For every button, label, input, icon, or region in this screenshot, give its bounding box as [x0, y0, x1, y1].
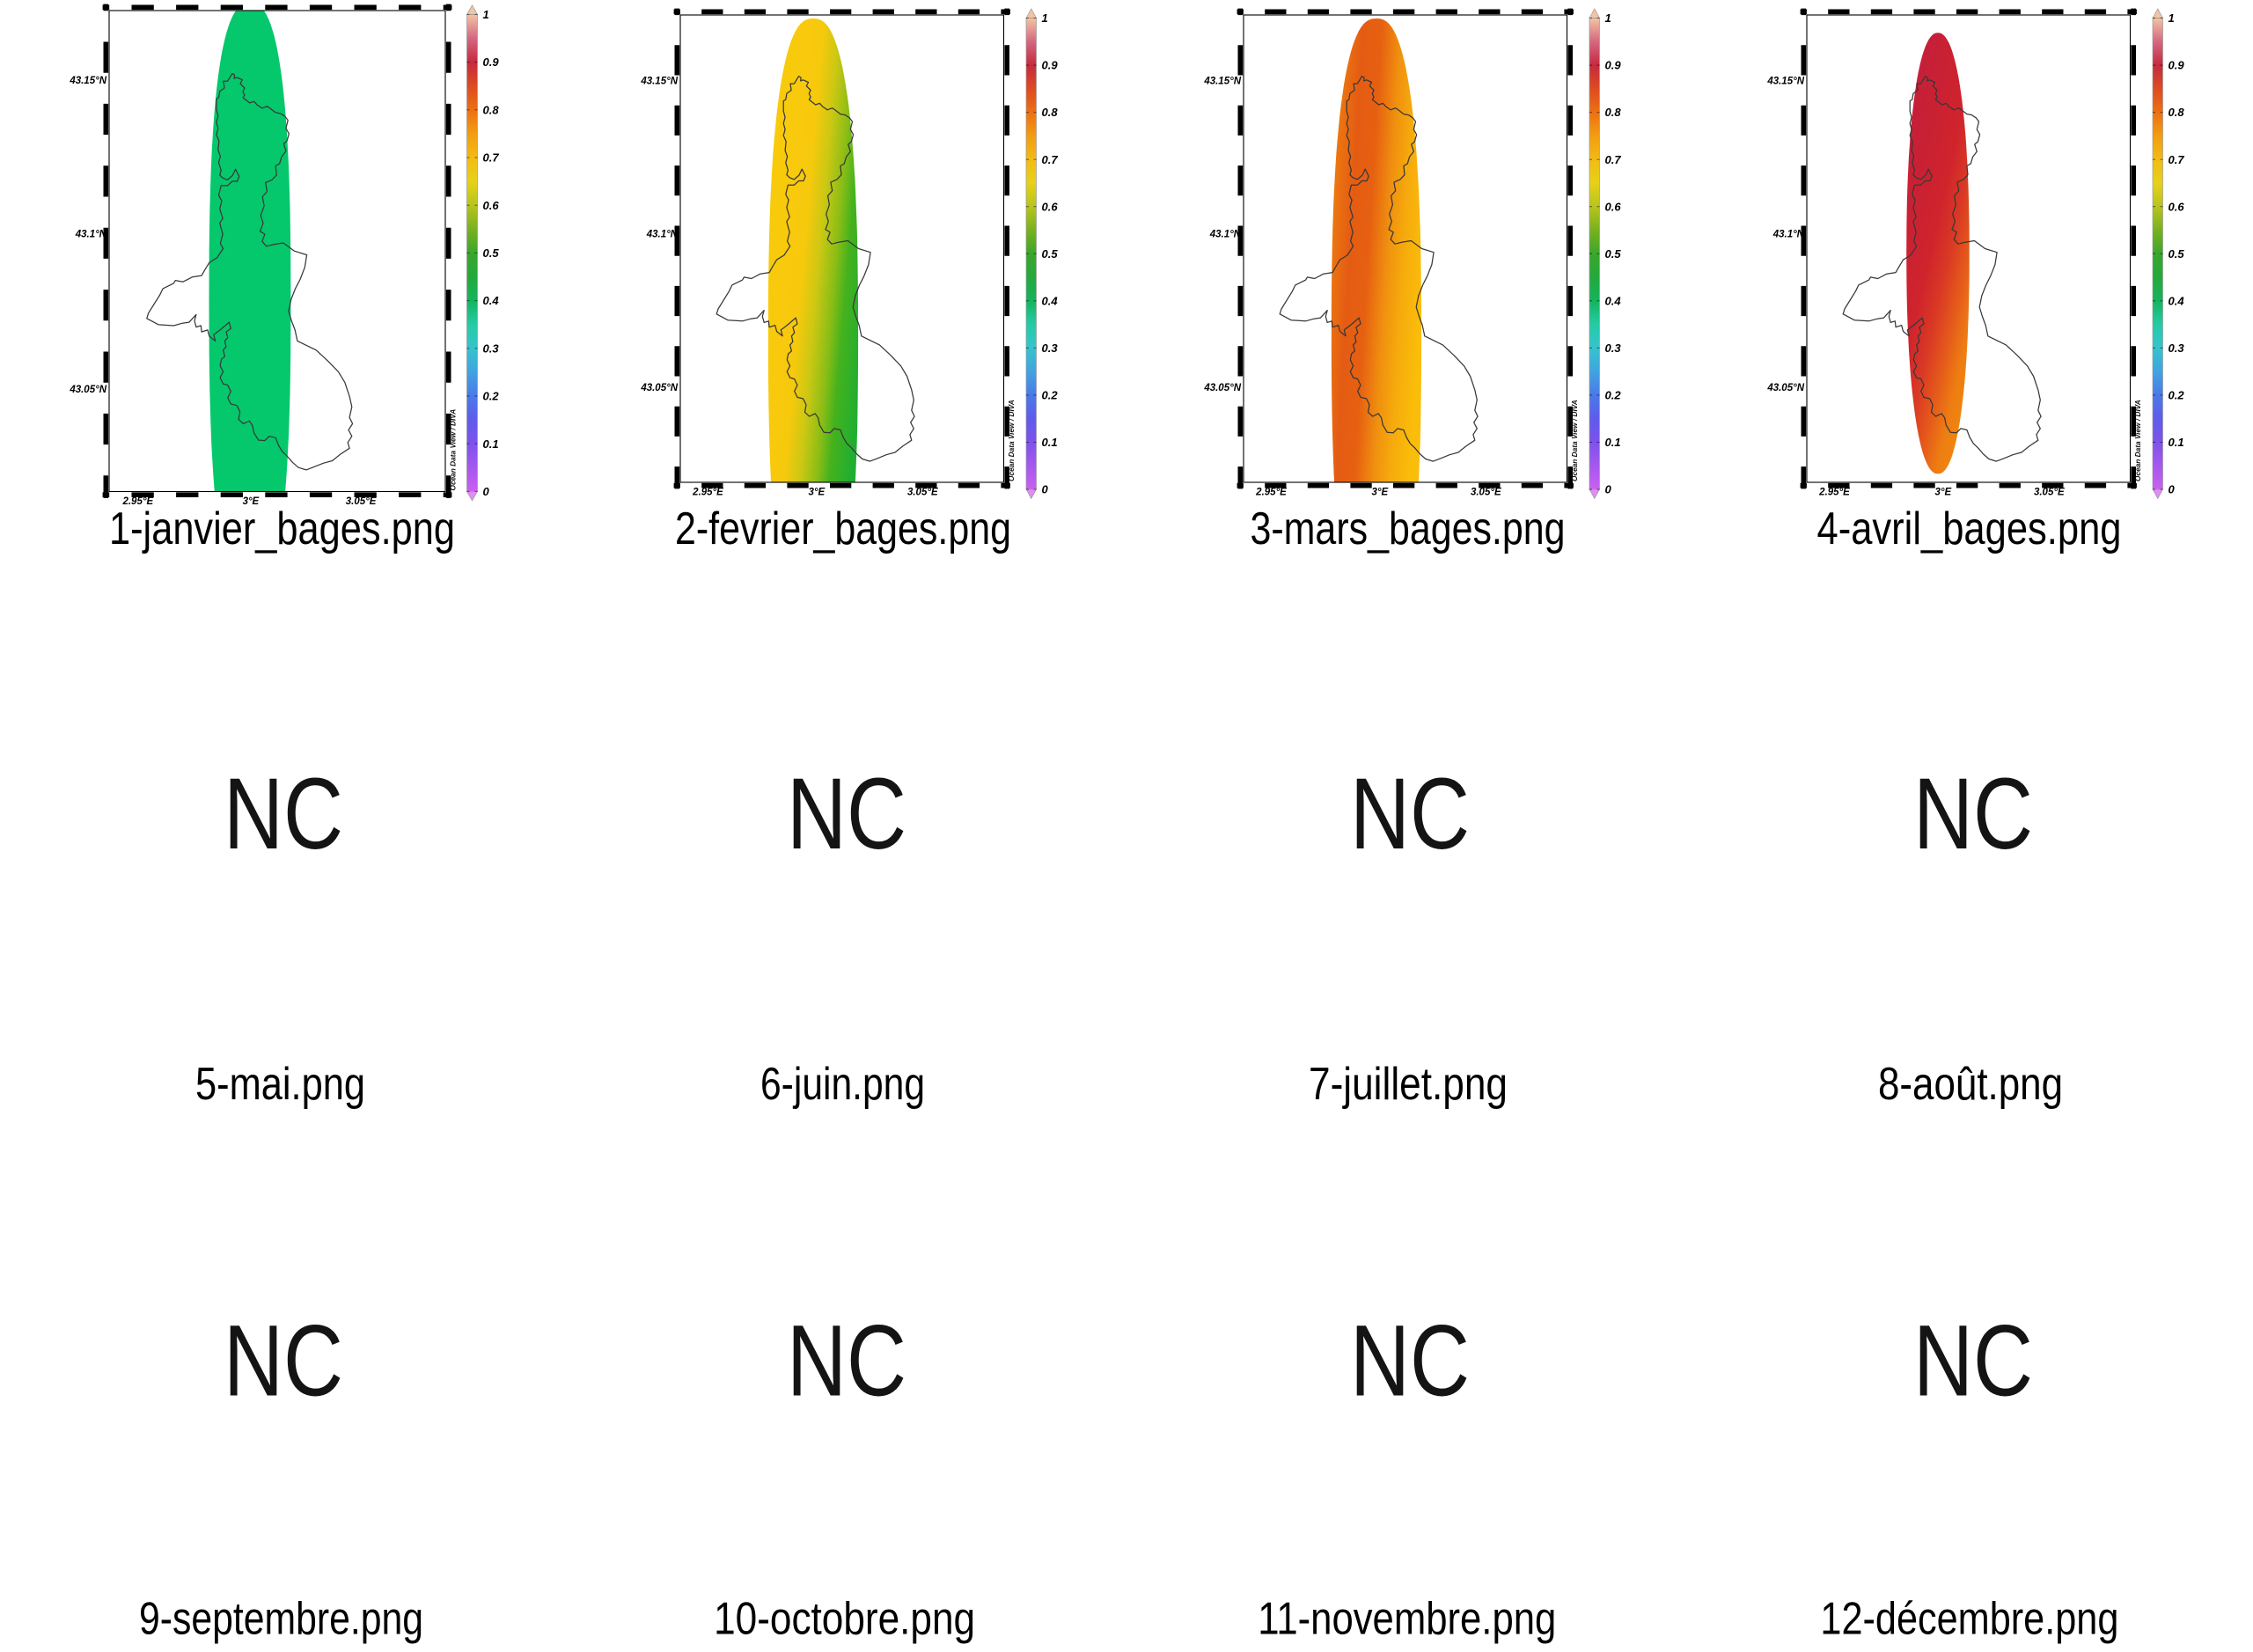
svg-text:Ocean Data View / DIVA: Ocean Data View / DIVA: [2133, 400, 2142, 481]
svg-text:NC: NC: [1913, 758, 2033, 870]
svg-text:3.05°E: 3.05°E: [907, 488, 938, 498]
svg-text:3°E: 3°E: [808, 488, 825, 498]
svg-text:43.05°N: 43.05°N: [640, 383, 678, 393]
svg-text:43.15°N: 43.15°N: [640, 76, 678, 86]
svg-text:43.1°N: 43.1°N: [646, 230, 679, 240]
svg-text:3-mars_bages.png: 3-mars_bages.png: [1251, 503, 1566, 554]
svg-text:0.3: 0.3: [483, 341, 500, 355]
svg-text:0.9: 0.9: [1042, 59, 1059, 72]
svg-text:Ocean Data View / DIVA: Ocean Data View / DIVA: [1570, 400, 1579, 481]
svg-text:0.7: 0.7: [1042, 153, 1059, 166]
svg-text:3.05°E: 3.05°E: [2034, 488, 2065, 498]
svg-text:0.7: 0.7: [2169, 153, 2185, 166]
svg-text:0: 0: [2169, 483, 2176, 496]
svg-text:0.2: 0.2: [1605, 389, 1622, 402]
svg-text:NC: NC: [787, 1305, 906, 1418]
svg-text:3°E: 3°E: [243, 496, 260, 507]
svg-text:43.05°N: 43.05°N: [1203, 383, 1241, 393]
svg-text:2.95°E: 2.95°E: [1818, 488, 1850, 498]
svg-text:3.05°E: 3.05°E: [346, 496, 377, 507]
svg-text:3°E: 3°E: [1934, 488, 1951, 498]
svg-text:0.6: 0.6: [2169, 200, 2185, 213]
svg-text:0: 0: [1605, 483, 1612, 496]
svg-text:NC: NC: [224, 758, 343, 870]
svg-text:0.6: 0.6: [1605, 200, 1622, 213]
svg-text:1: 1: [1605, 11, 1611, 25]
svg-text:0.1: 0.1: [1042, 436, 1058, 449]
svg-text:43.05°N: 43.05°N: [69, 385, 106, 395]
svg-text:0: 0: [483, 485, 490, 498]
svg-text:1: 1: [483, 8, 489, 21]
svg-text:0.4: 0.4: [2169, 294, 2185, 307]
svg-text:0.4: 0.4: [1042, 294, 1059, 307]
svg-text:0.5: 0.5: [1042, 247, 1059, 261]
svg-text:2.95°E: 2.95°E: [1255, 488, 1287, 498]
svg-text:0.8: 0.8: [483, 103, 500, 116]
svg-text:0.9: 0.9: [1605, 59, 1622, 72]
svg-text:4-avril_bages.png: 4-avril_bages.png: [1817, 503, 2122, 554]
svg-text:0.3: 0.3: [1605, 341, 1622, 355]
svg-text:0.2: 0.2: [2169, 389, 2185, 402]
svg-text:43.1°N: 43.1°N: [75, 230, 107, 240]
svg-text:1: 1: [2169, 11, 2175, 25]
svg-text:0: 0: [1042, 483, 1049, 496]
svg-text:0.9: 0.9: [2169, 59, 2185, 72]
svg-text:0.5: 0.5: [1605, 247, 1622, 261]
svg-text:12-décembre.png: 12-décembre.png: [1820, 1594, 2118, 1645]
svg-text:0.5: 0.5: [2169, 247, 2185, 261]
svg-text:43.1°N: 43.1°N: [1209, 230, 1242, 240]
svg-text:0.6: 0.6: [483, 199, 500, 212]
svg-text:5-mai.png: 5-mai.png: [195, 1059, 365, 1110]
svg-text:0.9: 0.9: [483, 55, 500, 69]
svg-text:11-novembre.png: 11-novembre.png: [1258, 1594, 1556, 1645]
svg-text:43.1°N: 43.1°N: [1772, 230, 1805, 240]
svg-text:0.3: 0.3: [1042, 341, 1059, 355]
svg-text:0.2: 0.2: [483, 390, 500, 403]
svg-text:Ocean Data View / DIVA: Ocean Data View / DIVA: [449, 409, 458, 491]
svg-text:9-septembre.png: 9-septembre.png: [139, 1594, 423, 1645]
svg-text:10-octobre.png: 10-octobre.png: [714, 1594, 975, 1645]
svg-text:1: 1: [1042, 11, 1048, 25]
svg-text:0.2: 0.2: [1042, 389, 1059, 402]
svg-text:2.95°E: 2.95°E: [692, 488, 723, 498]
svg-text:0.1: 0.1: [1605, 436, 1621, 449]
svg-text:0.4: 0.4: [1605, 294, 1622, 307]
svg-text:2.95°E: 2.95°E: [121, 496, 153, 507]
svg-text:43.05°N: 43.05°N: [1766, 383, 1804, 393]
svg-text:0.4: 0.4: [483, 294, 500, 307]
svg-text:Ocean Data View / DIVA: Ocean Data View / DIVA: [1007, 400, 1016, 481]
svg-text:NC: NC: [1913, 1305, 2033, 1418]
svg-text:NC: NC: [787, 758, 906, 870]
svg-text:43.15°N: 43.15°N: [1766, 76, 1804, 86]
svg-text:0.8: 0.8: [1605, 106, 1622, 119]
svg-text:8-août.png: 8-août.png: [1878, 1059, 2063, 1110]
svg-text:NC: NC: [1350, 758, 1470, 870]
svg-text:43.15°N: 43.15°N: [1203, 76, 1241, 86]
svg-text:0.8: 0.8: [1042, 106, 1059, 119]
svg-text:0.5: 0.5: [483, 246, 500, 260]
svg-text:0.3: 0.3: [2169, 341, 2185, 355]
svg-text:7-juillet.png: 7-juillet.png: [1309, 1059, 1508, 1110]
svg-text:43.15°N: 43.15°N: [69, 76, 106, 86]
svg-text:3.05°E: 3.05°E: [1471, 488, 1501, 498]
svg-text:0.1: 0.1: [483, 437, 499, 451]
svg-text:6-juin.png: 6-juin.png: [760, 1059, 925, 1110]
svg-text:NC: NC: [224, 1305, 343, 1418]
svg-text:0.1: 0.1: [2169, 436, 2184, 449]
svg-text:2-fevrier_bages.png: 2-fevrier_bages.png: [675, 503, 1011, 554]
svg-text:0.8: 0.8: [2169, 106, 2185, 119]
svg-text:NC: NC: [1350, 1305, 1470, 1418]
svg-text:0.7: 0.7: [1605, 153, 1622, 166]
svg-text:1-janvier_bages.png: 1-janvier_bages.png: [109, 503, 455, 554]
svg-text:3°E: 3°E: [1371, 488, 1388, 498]
svg-text:0.6: 0.6: [1042, 200, 1059, 213]
svg-text:0.7: 0.7: [483, 151, 500, 165]
